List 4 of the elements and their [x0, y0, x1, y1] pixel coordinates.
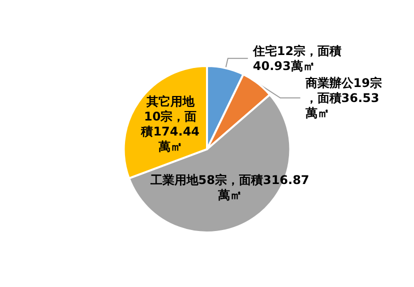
slice-label: 工業用地58宗，面積316.87萬㎡	[149, 173, 310, 202]
slice-label: 商業辦公19宗，面積36.53萬㎡	[304, 76, 382, 120]
slice-label: 住宅12宗，面積40.93萬㎡	[252, 44, 342, 73]
slice-label: 其它用地10宗，面積174.44萬㎡	[140, 94, 200, 154]
